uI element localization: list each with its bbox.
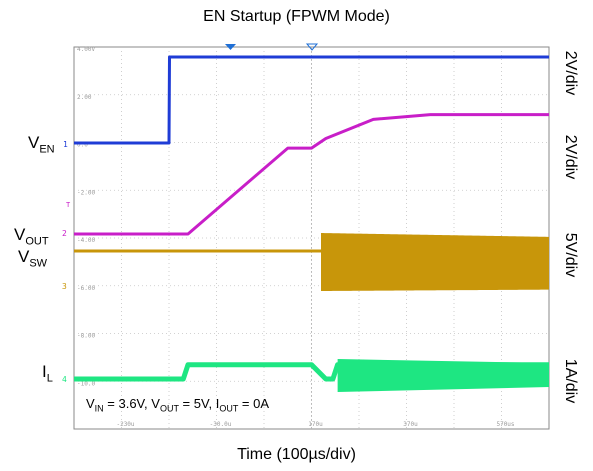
trigger-level-marker: T (66, 201, 71, 209)
ch4-ground-marker: 4 (62, 375, 67, 384)
y-tick-label: -6.00 (77, 285, 95, 292)
trigger-position-marker (225, 44, 236, 50)
y-tick-label: -2.00 (77, 189, 95, 196)
test-conditions: VIN = 3.6V, VOUT = 5V, IOUT = 0A (86, 396, 270, 414)
x-tick-label: -30.0u (210, 421, 232, 428)
label-vout: VOUT (14, 225, 49, 248)
ch1-ground-marker: 1 (63, 140, 68, 149)
x-axis-label: Time (100µs/div) (237, 446, 356, 463)
chart-title: EN Startup (FPWM Mode) (203, 8, 390, 25)
vsw-trace-switching (321, 233, 549, 291)
scale-vsw: 5V/div (562, 232, 580, 278)
ch3-ground-marker: 3 (62, 282, 67, 291)
vout-trace (74, 113, 549, 236)
y-tick-label: -10.0 (77, 380, 95, 387)
y-tick-label: 2.00 (77, 94, 92, 101)
il-trace (74, 362, 549, 382)
x-tick-label: 370u (403, 421, 418, 428)
label-il: IL (42, 362, 53, 385)
scale-ven: 2V/div (562, 50, 580, 96)
il-ripple-envelope (337, 359, 549, 392)
x-tick-label: -230u (116, 421, 134, 428)
x-tick-label: 170u (308, 421, 323, 428)
x-tick-label: 570us (496, 421, 514, 428)
ch2-ground-marker: 2 (62, 229, 67, 238)
scale-vout: 2V/div (562, 134, 580, 180)
y-tick-label: 4.00V (77, 46, 95, 53)
y-tick-label: 0.0 (77, 142, 88, 149)
label-vsw: VSW (18, 247, 48, 270)
label-ven: VEN (28, 133, 55, 156)
scale-il: 1A/div (562, 358, 580, 404)
time-reference-marker (305, 43, 319, 51)
y-tick-label: -4.00 (77, 237, 95, 244)
y-tick-label: -8.00 (77, 333, 95, 340)
ven-trace (74, 55, 549, 145)
